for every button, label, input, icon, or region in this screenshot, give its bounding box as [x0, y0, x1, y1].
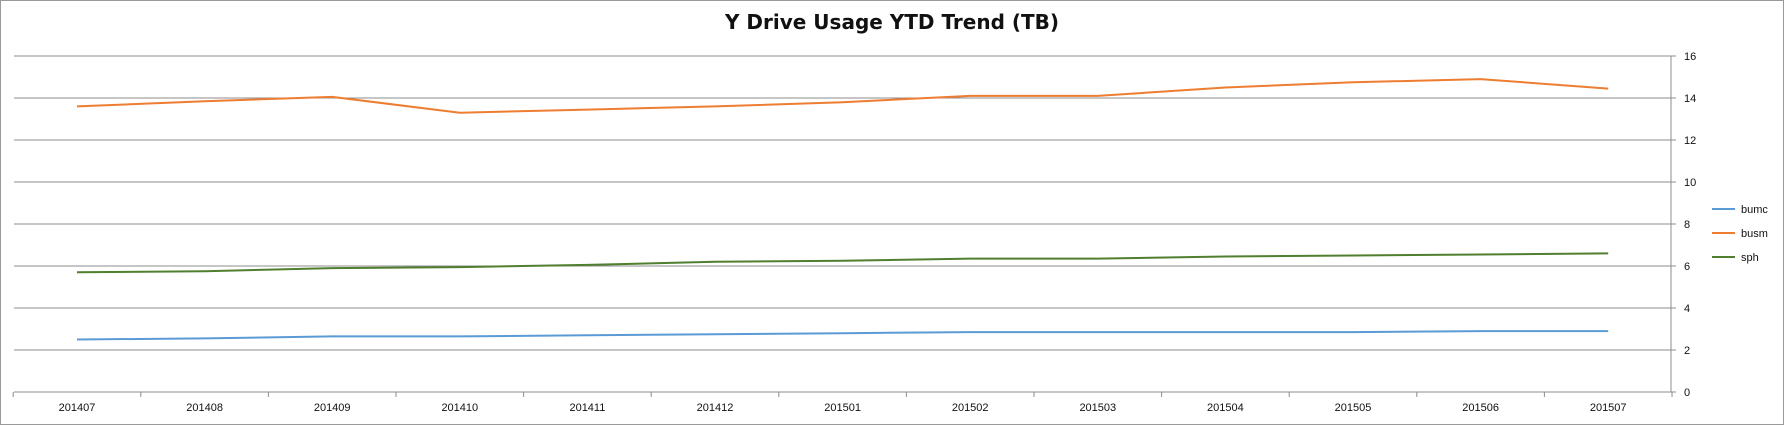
y-tick-label: 16 [1684, 51, 1696, 63]
chart-title: Y Drive Usage YTD Trend (TB) [724, 10, 1060, 34]
x-tick-label: 201502 [952, 402, 989, 414]
legend-label-busm: busm [1741, 228, 1768, 240]
x-tick-label: 201409 [314, 402, 351, 414]
y-tick-label: 6 [1684, 261, 1690, 273]
x-tick-label: 201505 [1335, 402, 1372, 414]
y-tick-labels: 0 2 4 6 8 10 12 14 16 [1684, 51, 1696, 399]
legend: bumc busm sph [1712, 204, 1768, 264]
legend-label-bumc: bumc [1741, 204, 1768, 216]
x-tick-label: 201410 [441, 402, 478, 414]
legend-label-sph: sph [1741, 252, 1759, 264]
series-line-bumc [76, 330, 1609, 341]
y-tick-label: 14 [1684, 93, 1696, 105]
y-tick-label: 2 [1684, 345, 1690, 357]
series-line-sph [76, 252, 1609, 274]
x-tick-label: 201412 [697, 402, 734, 414]
x-tick-label: 201407 [59, 402, 96, 414]
y-tick-label: 8 [1684, 219, 1690, 231]
y-tick-label: 12 [1684, 135, 1696, 147]
y-tick-label: 10 [1684, 177, 1696, 189]
x-tick-label: 201501 [824, 402, 861, 414]
x-tick-label: 201408 [186, 402, 223, 414]
y-tick-label: 0 [1684, 387, 1690, 399]
x-tick-label: 201503 [1079, 402, 1116, 414]
x-tick-label: 201506 [1462, 402, 1499, 414]
series-lines [76, 78, 1609, 341]
axes [12, 55, 1676, 397]
x-tick-label: 201411 [569, 402, 605, 414]
x-tick-labels: 201407 201408 201409 201410 201411 201412 2015… [59, 402, 1627, 414]
y-tick-label: 4 [1684, 303, 1690, 315]
x-tick-label: 201507 [1590, 402, 1627, 414]
x-tick-label: 201504 [1207, 402, 1244, 414]
series-line-busm [76, 78, 1609, 114]
